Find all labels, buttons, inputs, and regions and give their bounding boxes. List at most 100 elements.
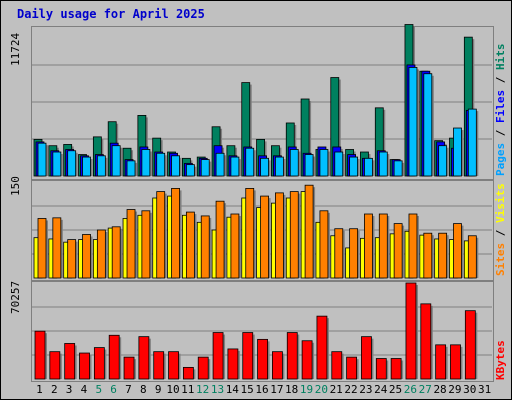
sites-bar-day-9	[156, 191, 166, 279]
sites-bar-day-18	[289, 191, 299, 279]
day-label: 11	[181, 383, 195, 396]
pages-bar-day-3	[67, 150, 77, 177]
kbytes-bar-day-27	[420, 303, 432, 380]
day-label: 25	[388, 383, 403, 396]
day-label: 15	[240, 383, 254, 396]
kbytes-bar-day-10	[168, 351, 179, 380]
pages-bar-day-1	[37, 142, 47, 177]
pages-bar-day-13	[215, 152, 225, 177]
day-label: 3	[65, 383, 73, 396]
sites-bar-day-16	[260, 195, 269, 279]
pages-bar-day-20	[319, 149, 329, 177]
kbytes-bar-day-14	[227, 348, 239, 380]
day-label: 21	[329, 383, 343, 396]
pages-bar-day-19	[304, 154, 314, 177]
kbytes-bar-day-15	[242, 332, 254, 380]
kbytes-bar-day-25	[390, 358, 402, 380]
kbytes-bar-day-29	[450, 344, 461, 380]
day-label: 16	[255, 383, 269, 396]
pages-bar-day-4	[82, 156, 91, 177]
sites-bar-day-27	[423, 232, 433, 279]
day-label: 5	[95, 383, 103, 396]
pages-bar-day-25	[393, 160, 403, 177]
pages-bar-day-28	[438, 145, 448, 177]
kbytes-bar-day-24	[375, 358, 387, 380]
pages-bar-day-2	[52, 151, 62, 177]
sites-bar-day-30	[467, 235, 477, 279]
day-label: 2	[50, 383, 58, 396]
pages-bar-day-21	[334, 151, 344, 177]
sites-bar-day-4	[82, 234, 91, 279]
day-label: 6	[110, 383, 117, 396]
sites-bar-day-23	[364, 213, 373, 279]
sites-bar-day-24	[378, 213, 388, 279]
pages-bar-day-15	[245, 147, 255, 177]
pages-bar-day-6	[111, 145, 121, 177]
sites-bar-day-21	[334, 228, 344, 279]
day-label: 27	[418, 383, 432, 396]
kbytes-bar-day-11	[182, 366, 194, 380]
day-label: 17	[270, 383, 284, 396]
kbytes-bar-day-4	[79, 352, 90, 380]
pages-bar-day-7	[126, 160, 136, 177]
day-label: 23	[359, 383, 373, 396]
day-label: 1	[36, 383, 43, 396]
kbytes-bar-day-22	[346, 356, 358, 380]
sites-bar-day-7	[126, 209, 136, 279]
kbytes-bar-day-18	[286, 332, 298, 380]
day-label: 12	[196, 383, 210, 396]
day-label: 18	[285, 383, 299, 396]
day-label: 22	[344, 383, 358, 396]
sites-bar-day-5	[96, 229, 106, 279]
kbytes-bar-day-23	[361, 336, 372, 380]
pages-bar-day-10	[171, 155, 180, 177]
day-label: 26	[403, 383, 417, 396]
sites-bar-day-15	[245, 187, 255, 279]
pages-bar-day-17	[275, 156, 284, 177]
pages-bar-day-11	[185, 164, 195, 177]
sites-bar-day-19	[304, 184, 314, 279]
sites-bar-day-6	[111, 226, 121, 279]
pages-bar-day-18	[289, 149, 299, 177]
day-label: 20	[314, 383, 328, 396]
day-label: 13	[210, 383, 225, 396]
sites-bar-day-12	[200, 215, 210, 279]
day-label: 19	[299, 383, 314, 396]
kbytes-bar-day-9	[153, 351, 165, 380]
pages-bar-day-27	[423, 73, 433, 177]
sites-bar-day-1	[37, 218, 47, 279]
pages-bar-day-23	[364, 157, 373, 177]
kbytes-bar-day-1	[34, 330, 46, 380]
pages-bar-day-16	[260, 157, 269, 177]
pages-bar-day-5	[96, 155, 106, 177]
kbytes-bar-day-5	[93, 347, 105, 380]
sites-bar-day-17	[275, 192, 284, 279]
day-label: 28	[433, 383, 447, 396]
sites-bar-day-8	[141, 210, 151, 279]
sites-bar-day-13	[215, 200, 225, 279]
sites-bar-day-20	[319, 210, 329, 279]
day-label: 31	[477, 383, 492, 396]
kbytes-bar-day-2	[49, 351, 61, 380]
pages-bar-day-9	[156, 152, 166, 177]
kbytes-bar-day-3	[64, 343, 76, 380]
pages-bar-day-29	[453, 127, 462, 177]
sites-bar-day-25	[393, 223, 403, 279]
kbytes-bar-day-8	[138, 336, 150, 380]
day-label: 9	[154, 383, 162, 396]
day-label: 7	[125, 383, 132, 396]
day-label: 14	[225, 383, 239, 396]
sites-bar-day-14	[230, 213, 240, 279]
chart-title: Daily usage for April 2025	[17, 7, 205, 21]
sites-bar-day-10	[171, 187, 180, 279]
kbytes-bar-day-20	[316, 315, 328, 380]
sites-bar-day-11	[185, 211, 195, 279]
day-label: 4	[80, 383, 88, 396]
pages-bar-day-24	[378, 151, 388, 177]
pages-bar-day-14	[230, 156, 240, 177]
kbytes-bar-day-17	[272, 351, 283, 380]
kbytes-bar-day-6	[108, 334, 120, 380]
sites-bar-day-2	[52, 217, 62, 279]
sites-bar-day-28	[438, 232, 448, 279]
